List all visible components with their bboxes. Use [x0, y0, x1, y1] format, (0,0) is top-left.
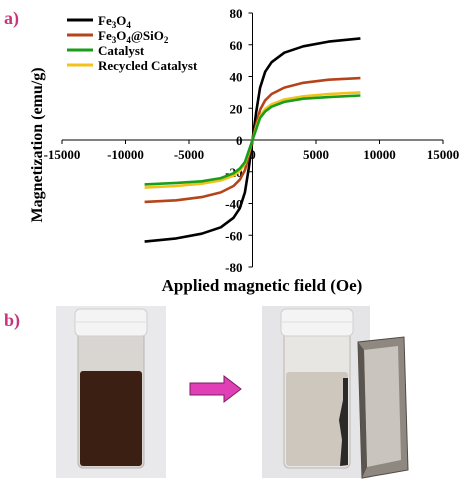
- y-tick-label: -40: [225, 197, 242, 212]
- x-tick-label: -15000: [44, 147, 81, 162]
- vial-suspension-left: [80, 371, 142, 466]
- y-axis-title: Magnetization (emu/g): [29, 67, 46, 222]
- x-tick-label: -10000: [107, 147, 144, 162]
- y-tick-label: 0: [236, 133, 243, 148]
- y-tick-label: 80: [230, 6, 243, 21]
- legend-label: Recycled Catalyst: [98, 58, 198, 73]
- hysteresis-chart: -15000 -10000 -5000 0 5000 10000 15000 -80 -60 -4…: [44, 6, 460, 275]
- series-line-2: [144, 94, 361, 186]
- x-tick-label: 15000: [427, 147, 460, 162]
- panel-a-label: a): [4, 8, 19, 29]
- y-tick-label: -80: [225, 260, 242, 275]
- x-tick-label: 10000: [363, 147, 396, 162]
- x-axis-title: Applied magnetic field (Oe): [162, 276, 363, 295]
- vial-clear-liquid-right: [286, 372, 348, 466]
- panel-b-label: b): [4, 310, 20, 331]
- magnetic-particles-deposit: [339, 378, 348, 466]
- legend-label: Fe3O4@SiO2: [98, 28, 169, 45]
- legend-label: Catalyst: [98, 43, 145, 58]
- legend-label: Fe3O4: [98, 13, 131, 30]
- y-tick-label: 20: [230, 101, 243, 116]
- vial-dispersed-photo: [56, 306, 166, 478]
- y-tick-label: 60: [230, 38, 243, 53]
- vial-magnet-separated-photo: [262, 306, 409, 479]
- external-magnet-icon: [357, 336, 409, 479]
- x-tick-label: 0: [249, 147, 256, 162]
- x-tick-label: -5000: [174, 147, 204, 162]
- y-tick-label: 40: [230, 70, 243, 85]
- right-arrow-icon: [189, 374, 242, 404]
- x-tick-label: 5000: [303, 147, 329, 162]
- y-tick-label: -60: [225, 228, 242, 243]
